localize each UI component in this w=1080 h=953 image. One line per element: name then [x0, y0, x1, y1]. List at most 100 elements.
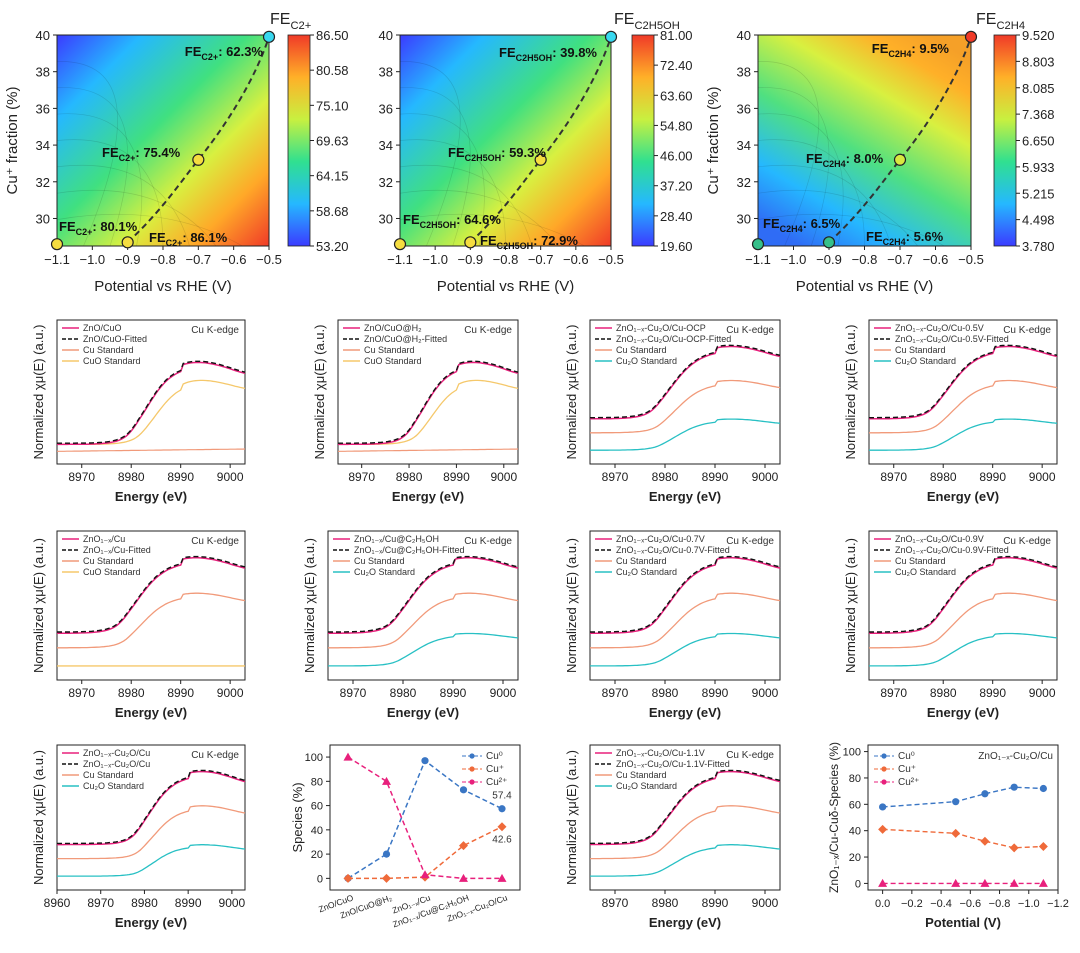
cu-standard-curve	[590, 592, 781, 649]
series-point	[879, 803, 887, 811]
series-point	[1038, 842, 1048, 851]
y-tick-label: 30	[737, 211, 751, 226]
contour-line	[56, 189, 217, 247]
series-point	[498, 805, 506, 813]
heatmap-field	[400, 35, 611, 246]
colorbar-title: FEC2+	[270, 11, 311, 32]
colorbar-tick-label: 5.933	[1022, 160, 1055, 175]
y-tick-label: 38	[36, 65, 50, 80]
x-tick-label: −0.6	[563, 252, 589, 267]
x-tick-label: 8980	[390, 686, 417, 700]
series-point	[1009, 878, 1019, 887]
data-point	[604, 30, 618, 43]
x-tick-label: 8980	[652, 686, 679, 700]
x-tick-label: 9000	[490, 686, 517, 700]
heatmap-3: −1.1 −1.0 −0.9 −0.8 −0.7 −0.6 −0.5 30 32 34 36 38 40…	[705, 11, 1055, 295]
x-tick-label: 8970	[87, 896, 114, 910]
x-tick-label: −0.5	[598, 252, 624, 267]
y-axis-title: Normalized χμ(E) (a.u.)	[564, 325, 579, 460]
y-tick-label: 80	[849, 773, 861, 785]
colorbar-tick-label: 8.085	[1022, 81, 1055, 96]
x-tick-label: 8990	[979, 686, 1006, 700]
legend-entry: Cu Standard	[354, 556, 405, 566]
fe-annotation: FEC2H4: 5.6%	[866, 229, 944, 247]
series-point	[459, 841, 468, 851]
reference-curve	[590, 844, 781, 877]
colorbar-tick-label: 81.00	[660, 28, 693, 43]
legend-entry: ZnO/CuO	[83, 323, 122, 333]
edge-label: Cu K-edge	[1003, 325, 1051, 336]
x-tick-label: 8980	[652, 470, 679, 484]
plot-frame	[56, 319, 246, 465]
data-point	[893, 153, 907, 166]
x-tick-label: −0.5	[958, 252, 984, 267]
colorbar-tick-label: 64.15	[316, 169, 349, 184]
plot-frame	[868, 319, 1058, 465]
colorbar-tick-label: 8.803	[1022, 54, 1055, 69]
series-point	[421, 757, 429, 765]
sample-curve	[57, 557, 246, 634]
legend-entry: Cu₂O Standard	[83, 781, 144, 791]
x-tick-label: −0.2	[901, 898, 923, 910]
series-point	[382, 776, 391, 785]
y-tick-label: 60	[311, 801, 323, 813]
y-tick-label: 20	[311, 849, 323, 861]
data-point	[964, 30, 978, 43]
y-tick-label: 40	[849, 826, 861, 838]
potential-panel: 0.0 −0.2 −0.4 −0.6 −0.8 −1.0 −1.2 0 20 40 60 80 100 P…	[827, 742, 1069, 930]
x-tick-label: 8980	[131, 896, 158, 910]
cu-standard-curve	[869, 379, 1058, 434]
cu-standard-curve	[328, 592, 519, 649]
data-point	[822, 236, 836, 249]
sample-curve	[869, 345, 1058, 420]
x-tick-label: −0.8	[493, 252, 519, 267]
fe-annotation: FEC2H5OH: 72.9%	[480, 233, 578, 251]
series-line	[348, 826, 503, 880]
edge-label: Cu K-edge	[726, 536, 774, 547]
x-tick-label: 9000	[219, 896, 246, 910]
contour-line	[757, 189, 919, 247]
x-tick-label: −1.1	[44, 252, 70, 267]
legend-entry: Cu₂O Standard	[616, 567, 677, 577]
x-axis-title: Energy (eV)	[649, 489, 721, 504]
fe-annotation: FEC2H5OH: 59.3%	[448, 145, 546, 163]
legend-entry: Cu Standard	[83, 770, 134, 780]
series-point	[497, 873, 507, 882]
legend-entry: Cu₂O Standard	[354, 567, 415, 577]
sample-curve	[869, 557, 1058, 634]
trend-line	[828, 36, 972, 244]
fe-annotation: FEC2+: 86.1%	[149, 230, 228, 248]
colorbar-tick-label: 46.00	[660, 149, 693, 164]
x-tick-label: 8970	[880, 686, 907, 700]
x-tick-label: 8980	[118, 686, 145, 700]
xanes-panel-x7: 8970 8980 8990 9000 Energy (eV) Normalized χμ…	[564, 530, 781, 720]
colorbar-tick-label: 28.40	[660, 209, 693, 224]
colorbar-tick-label: 53.20	[316, 239, 349, 254]
series-line	[882, 828, 1044, 849]
colorbar-title: FEC2H5OH	[614, 11, 680, 32]
x-axis-title: Energy (eV)	[649, 915, 721, 930]
y-tick-label: 100	[305, 752, 323, 764]
legend-entry: CuO Standard	[364, 356, 422, 366]
xanes-panel-x6: 8970 8980 8990 9000 Energy (eV) Normalized χμ…	[302, 530, 519, 720]
legend-entry: ZnO/CuO@H₂	[364, 323, 422, 333]
colorbar-tick-label: 80.58	[316, 63, 349, 78]
data-point	[464, 236, 477, 249]
edge-label: Cu K-edge	[1003, 536, 1051, 547]
series-line	[882, 786, 1044, 808]
series-point	[1039, 784, 1047, 793]
x-tick-label: −1.0	[1018, 898, 1040, 910]
cu-standard-curve	[590, 379, 781, 434]
x-tick-label: 8970	[68, 470, 95, 484]
plot-frame	[327, 530, 519, 681]
colorbar-tick-label: 19.60	[660, 239, 693, 254]
fe-annotation: FEC2+: 75.4%	[102, 145, 181, 163]
legend-entry: Cu Standard	[616, 556, 667, 566]
edge-label: Cu K-edge	[191, 750, 239, 761]
y-tick-label: 38	[379, 65, 393, 80]
x-tick-label: −1.0	[781, 252, 807, 267]
xanes-panel-x11: 8970 8980 8990 9000 Energy (eV) Normalized χμ…	[564, 744, 781, 930]
legend-entry: Cu Standard	[616, 770, 667, 780]
legend-entry: Cu Standard	[364, 345, 415, 355]
plot-frame	[329, 744, 521, 891]
